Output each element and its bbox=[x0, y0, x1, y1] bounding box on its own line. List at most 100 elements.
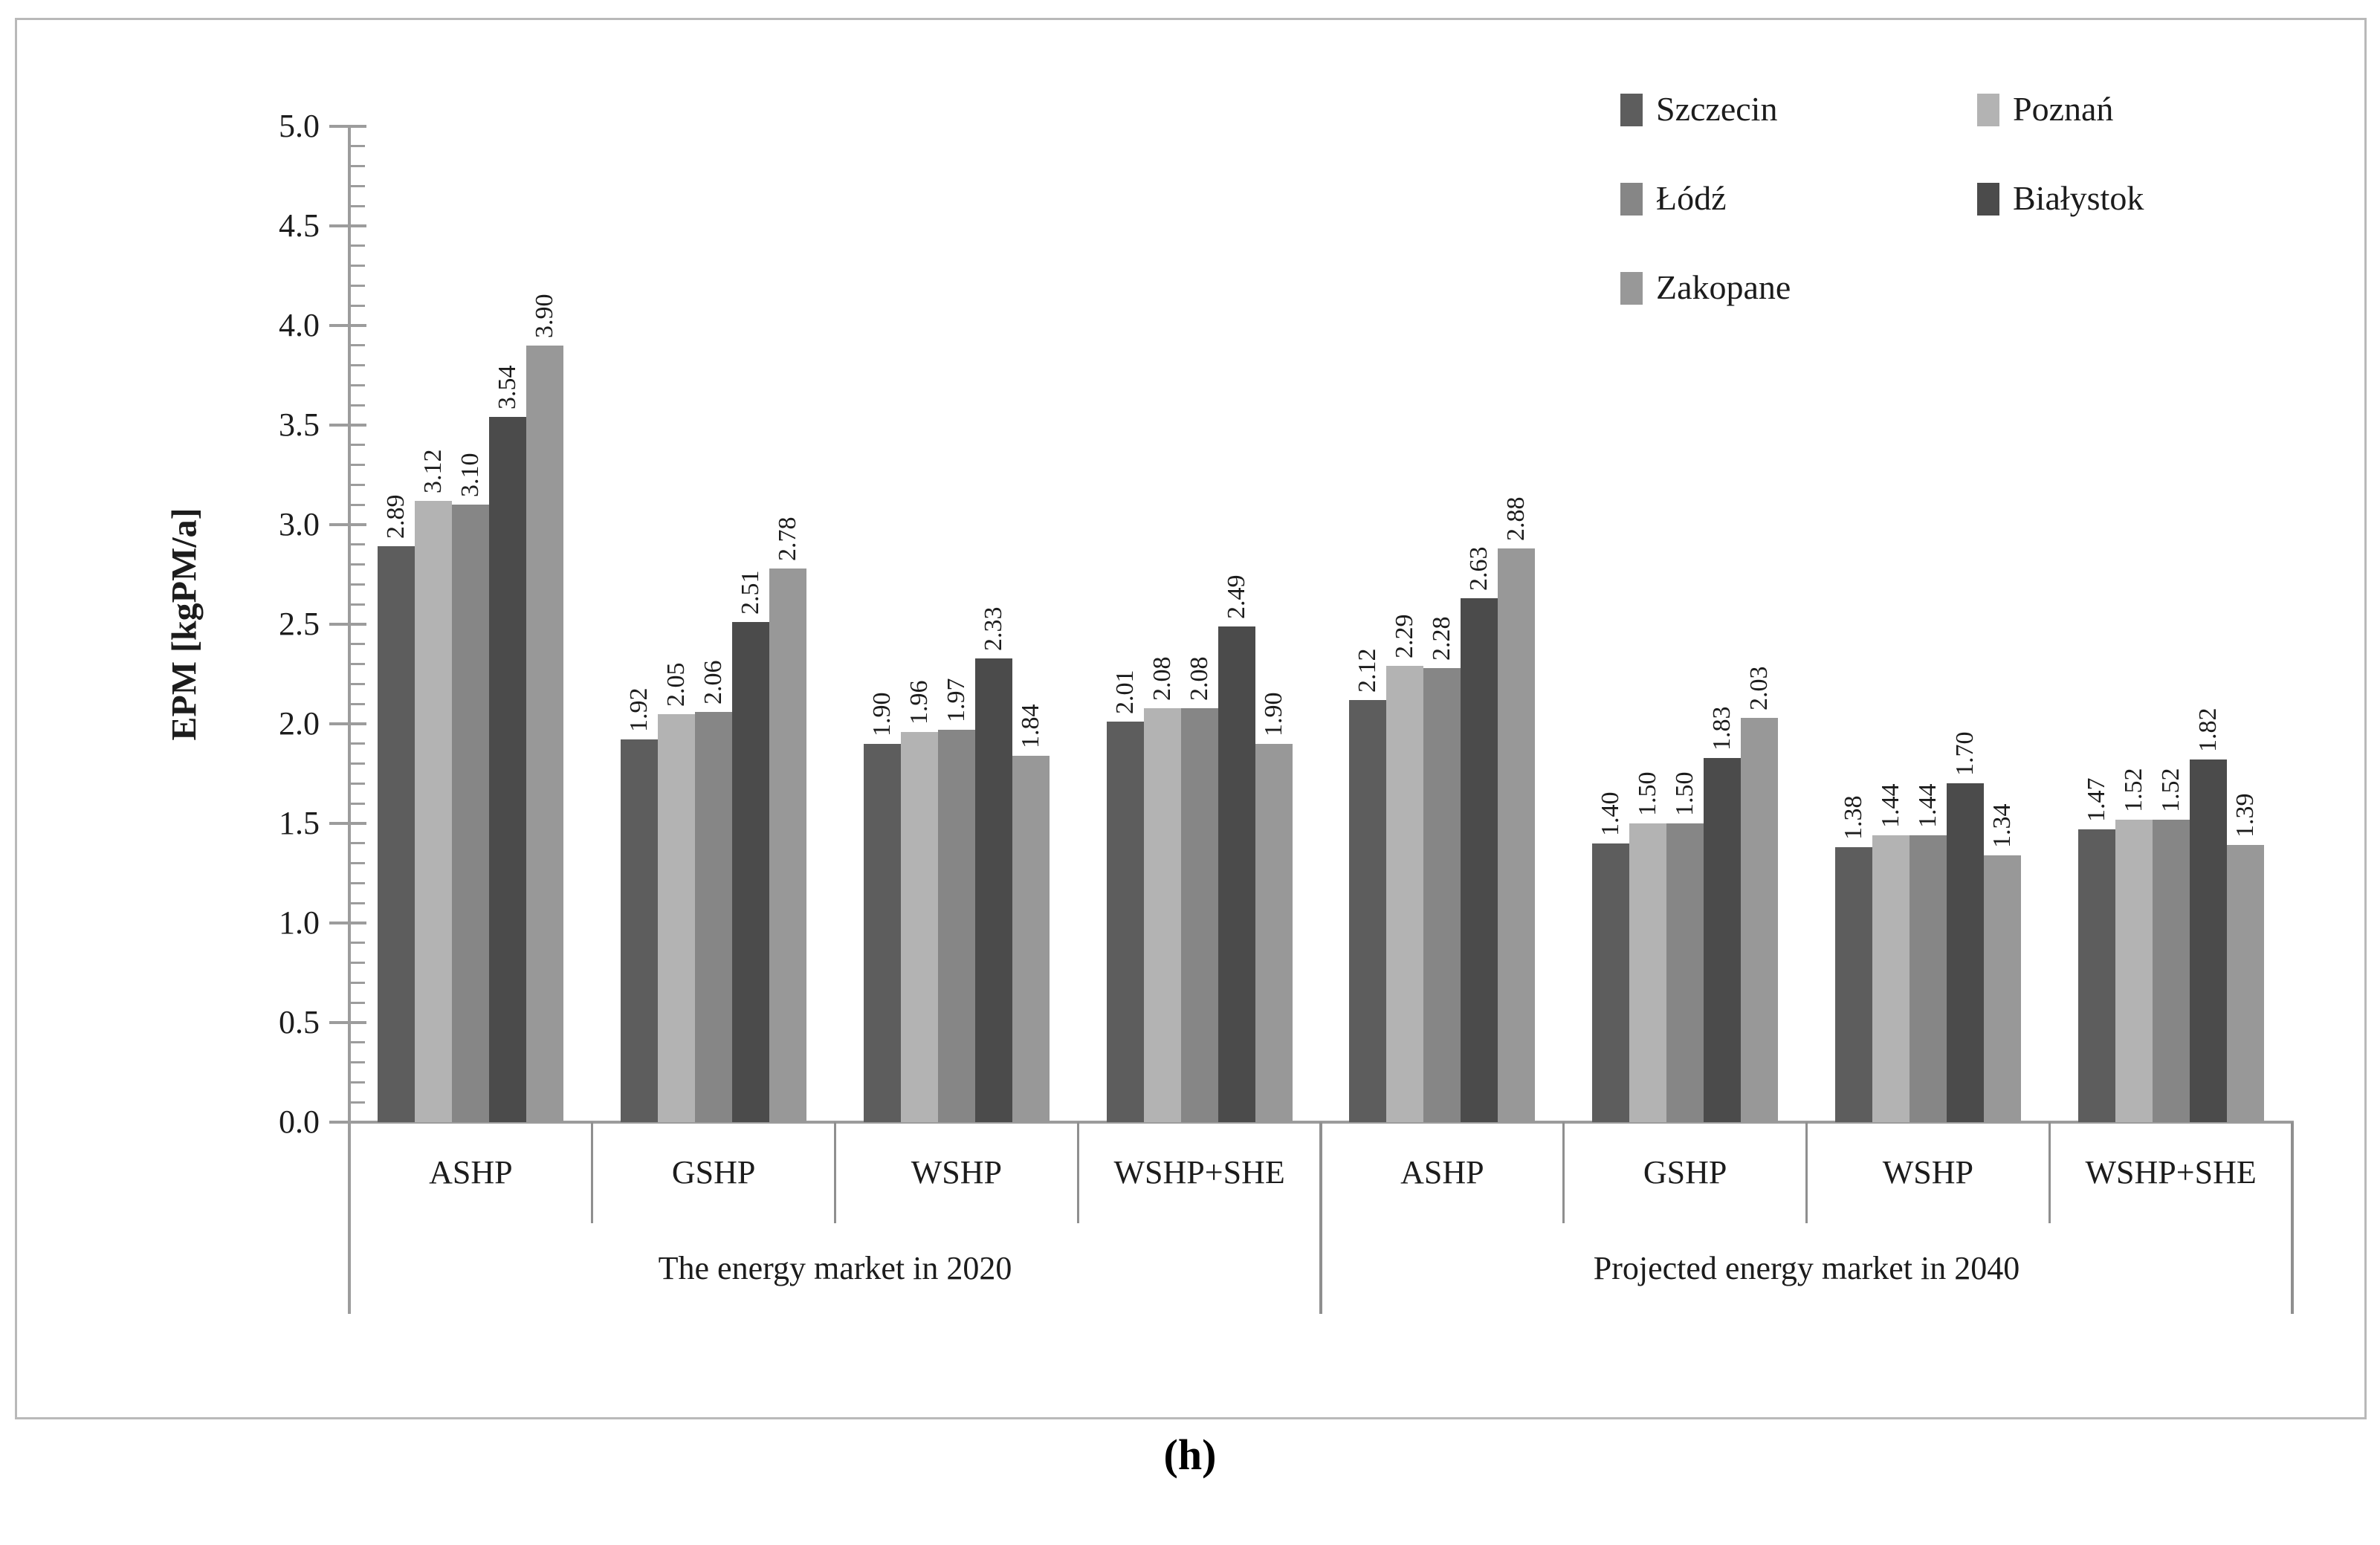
y-minor-tick bbox=[351, 543, 365, 546]
bar-value-label: 3.54 bbox=[494, 365, 522, 410]
y-minor-tick bbox=[351, 563, 365, 566]
category-label: WSHP bbox=[1882, 1154, 1973, 1191]
bar-value-label: 1.50 bbox=[1634, 771, 1662, 817]
bar-value-label: 1.52 bbox=[2156, 768, 2185, 812]
bar-poznań bbox=[1629, 823, 1667, 1122]
y-major-tick bbox=[329, 125, 366, 128]
y-tick-label: 3.5 bbox=[279, 407, 320, 443]
bar-value-label: 1.84 bbox=[1016, 704, 1044, 748]
y-tick-label: 4.5 bbox=[279, 207, 320, 244]
bar-szczecin bbox=[621, 739, 659, 1122]
bar-łódź bbox=[1180, 707, 1218, 1122]
y-minor-tick bbox=[351, 165, 365, 168]
y-minor-tick bbox=[351, 145, 365, 148]
bar-szczecin bbox=[863, 743, 901, 1122]
bar-value-label: 1.47 bbox=[2082, 777, 2110, 823]
y-axis-line bbox=[348, 126, 351, 1314]
bar-szczecin bbox=[378, 546, 415, 1122]
bar-value-label: 2.29 bbox=[1391, 614, 1419, 659]
y-minor-tick bbox=[351, 881, 365, 884]
bar-value-label: 1.70 bbox=[1950, 731, 1979, 777]
bar-value-label: 2.28 bbox=[1428, 616, 1456, 661]
bar-value-label: 2.08 bbox=[1185, 656, 1213, 701]
y-minor-tick bbox=[351, 663, 365, 666]
bar-szczecin bbox=[1349, 699, 1387, 1122]
y-tick-label: 3.0 bbox=[279, 506, 320, 542]
y-minor-tick bbox=[351, 464, 365, 467]
legend-label: Zakopane bbox=[1656, 268, 1791, 306]
legend-marker-poznań bbox=[1977, 94, 1999, 126]
bar-value-label: 1.90 bbox=[1259, 692, 1287, 736]
y-tick-label: 1.0 bbox=[279, 904, 320, 941]
y-minor-tick bbox=[351, 344, 365, 347]
bar-łódź bbox=[452, 505, 490, 1122]
y-minor-tick bbox=[351, 404, 365, 407]
bar-łódź bbox=[1666, 823, 1704, 1122]
bar-łódź bbox=[1909, 835, 1947, 1122]
bar-value-label: 2.88 bbox=[1502, 496, 1530, 542]
y-minor-tick bbox=[351, 1001, 365, 1004]
bar-value-label: 3.12 bbox=[419, 449, 447, 493]
y-minor-tick bbox=[351, 503, 365, 506]
bar-szczecin bbox=[1106, 722, 1144, 1122]
bar-value-label: 1.52 bbox=[2119, 768, 2147, 812]
bar-value-label: 2.51 bbox=[737, 570, 765, 615]
bar-łódź bbox=[2152, 819, 2190, 1122]
bar-value-label: 1.40 bbox=[1597, 791, 1625, 836]
category-separator bbox=[1562, 1122, 1565, 1223]
bar-poznań bbox=[1386, 666, 1424, 1122]
bar-value-label: 2.63 bbox=[1465, 546, 1493, 592]
y-minor-tick bbox=[351, 444, 365, 447]
bar-value-label: 2.33 bbox=[979, 606, 1007, 651]
y-minor-tick bbox=[351, 583, 365, 586]
category-label: WSHP bbox=[911, 1154, 1002, 1191]
bar-value-label: 1.39 bbox=[2231, 793, 2259, 838]
y-tick-label: 1.5 bbox=[279, 805, 320, 841]
period-separator bbox=[1319, 1122, 1322, 1314]
legend-label: Białystok bbox=[2013, 179, 2144, 217]
y-minor-tick bbox=[351, 1101, 365, 1104]
y-minor-tick bbox=[351, 304, 365, 307]
y-major-tick bbox=[329, 922, 366, 924]
y-minor-tick bbox=[351, 962, 365, 965]
y-minor-tick bbox=[351, 1061, 365, 1064]
category-separator bbox=[1805, 1122, 1808, 1223]
category-separator bbox=[591, 1122, 594, 1223]
y-minor-tick bbox=[351, 383, 365, 386]
bar-value-label: 2.01 bbox=[1110, 670, 1139, 715]
category-label: ASHP bbox=[429, 1154, 513, 1191]
bar-value-label: 1.34 bbox=[1988, 803, 2016, 848]
bar-poznań bbox=[2115, 819, 2153, 1122]
bar-białystok bbox=[732, 622, 770, 1122]
bar-value-label: 2.06 bbox=[699, 660, 728, 705]
bar-zakopane bbox=[2226, 845, 2264, 1122]
y-minor-tick bbox=[351, 842, 365, 845]
bar-białystok bbox=[2189, 759, 2227, 1122]
bar-białystok bbox=[974, 658, 1012, 1122]
y-tick-label: 0.0 bbox=[279, 1104, 320, 1140]
bar-zakopane bbox=[1741, 717, 1779, 1122]
bar-value-label: 1.38 bbox=[1839, 795, 1867, 840]
y-minor-tick bbox=[351, 742, 365, 745]
bar-value-label: 2.08 bbox=[1148, 656, 1176, 701]
bar-poznań bbox=[658, 713, 696, 1122]
bar-value-label: 2.89 bbox=[382, 494, 410, 540]
y-tick-label: 4.0 bbox=[279, 307, 320, 343]
bar-value-label: 2.12 bbox=[1354, 648, 1382, 693]
bar-value-label: 2.03 bbox=[1745, 666, 1773, 710]
y-minor-tick bbox=[351, 643, 365, 646]
y-major-tick bbox=[329, 722, 366, 725]
legend-marker-łódź bbox=[1620, 183, 1643, 216]
y-minor-tick bbox=[351, 682, 365, 685]
y-minor-tick bbox=[351, 702, 365, 705]
y-minor-tick bbox=[351, 1041, 365, 1044]
bar-szczecin bbox=[2077, 829, 2115, 1122]
legend-label: Szczecin bbox=[1656, 90, 1778, 128]
y-major-tick bbox=[329, 324, 366, 327]
bar-łódź bbox=[1423, 667, 1461, 1122]
bar-value-label: 1.82 bbox=[2193, 707, 2222, 753]
y-major-tick bbox=[329, 424, 366, 427]
bar-zakopane bbox=[1498, 548, 1536, 1122]
bar-value-label: 1.44 bbox=[1876, 783, 1904, 829]
